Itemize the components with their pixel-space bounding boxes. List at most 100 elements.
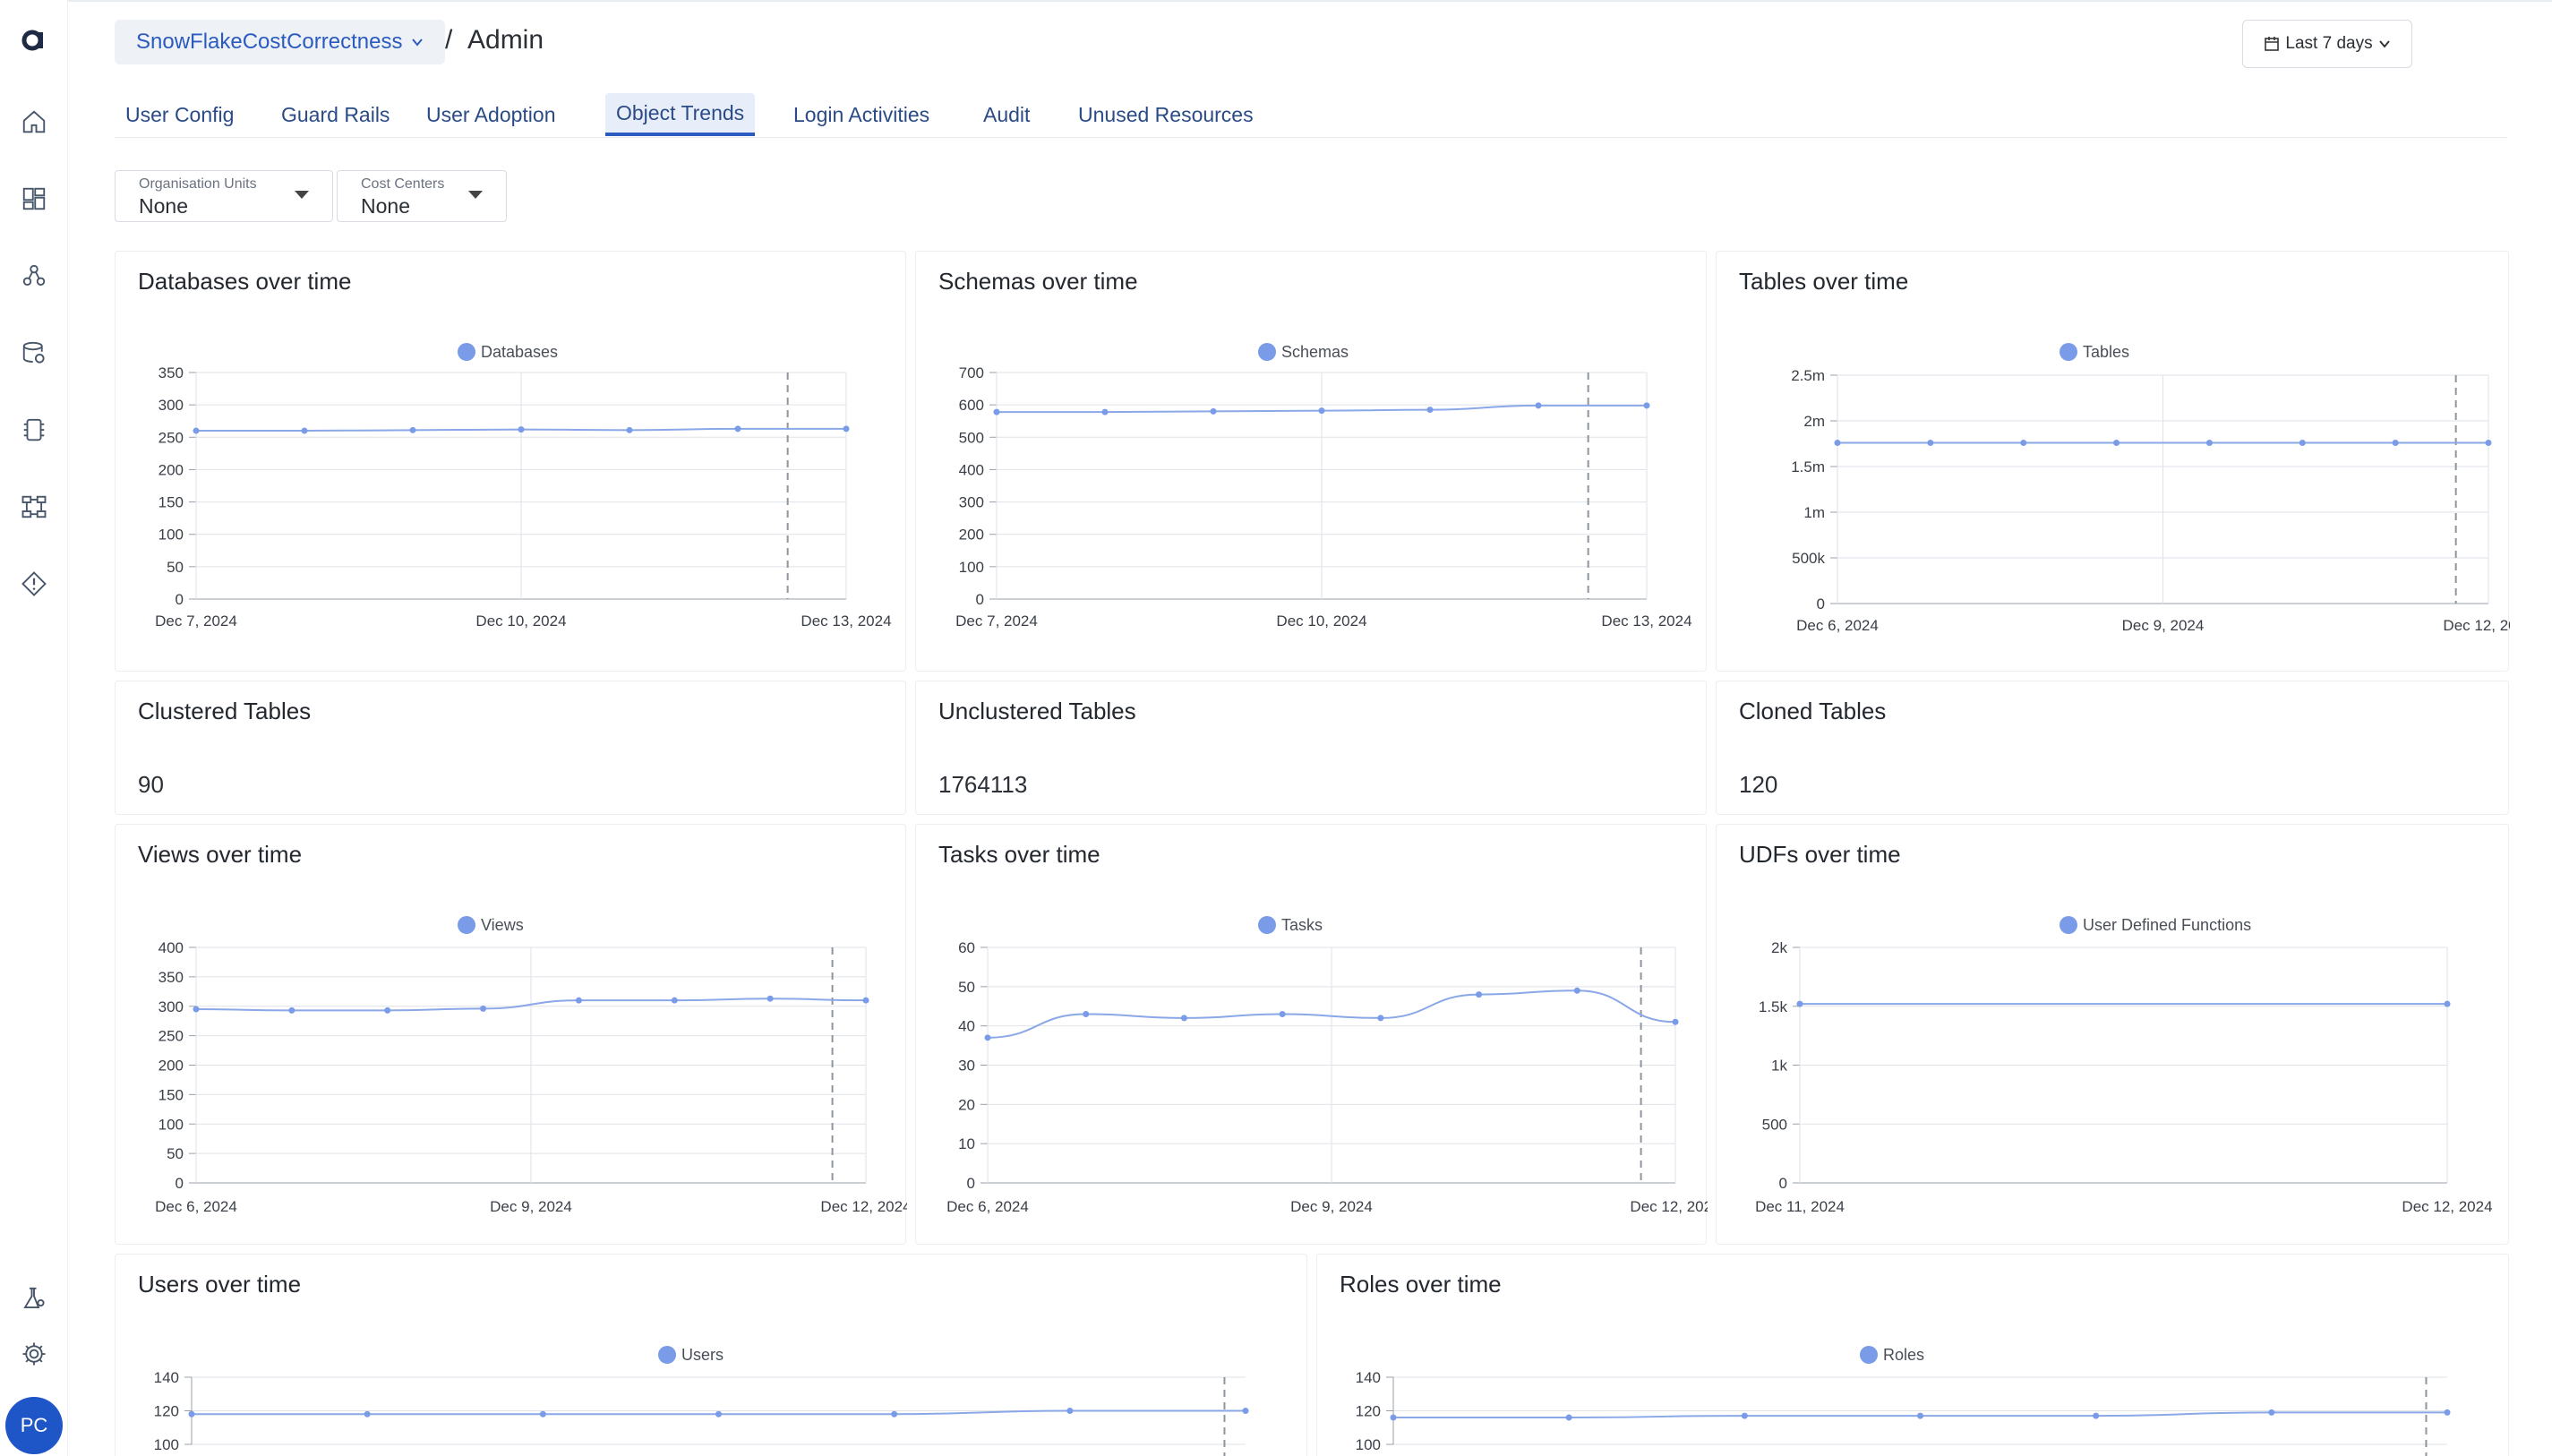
data-point — [1180, 1015, 1187, 1022]
gear-icon — [22, 1342, 46, 1366]
tab-guard-rails[interactable]: Guard Rails — [281, 102, 390, 126]
sidebar-dashboards[interactable] — [20, 184, 48, 213]
y-tick-label: 400 — [158, 939, 184, 956]
y-tick-label: 200 — [158, 461, 184, 478]
data-point — [984, 1034, 991, 1041]
legend-label: Views — [481, 916, 524, 934]
y-tick-label: 100 — [158, 1116, 184, 1133]
data-point — [1476, 991, 1483, 998]
stat-title: Clustered Tables — [138, 698, 312, 724]
y-tick-label: 0 — [176, 591, 184, 608]
data-point — [193, 427, 200, 434]
y-tick-label: 300 — [158, 397, 184, 414]
chevron-down-icon — [2378, 40, 2390, 48]
sidebar-databases[interactable] — [20, 338, 48, 367]
data-point — [1535, 402, 1542, 409]
y-tick-label: 120 — [154, 1403, 179, 1420]
legend-label: Schemas — [1281, 343, 1349, 361]
x-tick-label: Dec 7, 2024 — [955, 612, 1038, 630]
tab-user-config[interactable]: User Config — [125, 102, 235, 126]
legend-swatch — [1258, 916, 1276, 934]
data-point — [2113, 439, 2120, 446]
databases-chart-card: Databases over time Databases 0 50 100 150 20… — [115, 251, 906, 672]
legend-swatch — [458, 343, 475, 361]
data-point — [1210, 407, 1217, 415]
x-tick-label: Dec 6, 2024 — [946, 1198, 1029, 1215]
sidebar-lab[interactable] — [20, 1284, 48, 1313]
data-point — [2020, 439, 2027, 446]
y-tick-label: 300 — [158, 998, 184, 1015]
sidebar-settings[interactable] — [20, 1340, 48, 1368]
data-point — [1426, 407, 1434, 414]
data-point — [1796, 1000, 1803, 1007]
data-point — [539, 1410, 546, 1417]
y-tick-label: 400 — [959, 461, 984, 478]
x-tick-label: Dec 10, 2024 — [475, 612, 566, 630]
sidebar-lineage[interactable] — [20, 261, 48, 290]
y-tick-label: 1k — [1771, 1058, 1787, 1075]
data-point — [2392, 439, 2399, 446]
tasks-chart-card: Tasks over time Tasks 0 10 20 30 40 50 60 Dec 6,… — [915, 824, 1708, 1245]
data-point — [1083, 1011, 1090, 1018]
org-units-label: Organisation Units — [139, 176, 257, 192]
tab-object-trends[interactable]: Object Trends — [605, 93, 756, 136]
data-point — [1565, 1414, 1572, 1421]
y-tick-label: 100 — [158, 527, 184, 544]
data-point — [715, 1410, 722, 1417]
calendar-icon — [2265, 37, 2280, 51]
y-tick-label: 200 — [158, 1058, 184, 1075]
y-tick-label: 120 — [1356, 1403, 1381, 1420]
data-point — [2444, 1409, 2451, 1416]
data-point — [993, 408, 1000, 415]
cost-centers-select[interactable]: Cost Centers None — [337, 170, 507, 222]
user-avatar[interactable]: PC — [5, 1397, 63, 1454]
app-logo[interactable] — [18, 23, 50, 56]
workflow-icon — [21, 495, 47, 518]
y-tick-label: 1m — [1803, 504, 1825, 521]
tab-unused-resources[interactable]: Unused Resources — [1078, 102, 1254, 126]
y-tick-label: 50 — [958, 979, 975, 996]
workspace-selector[interactable]: SnowFlakeCostCorrectness — [115, 20, 446, 64]
sidebar-workflows[interactable] — [20, 492, 48, 521]
sidebar-alerts[interactable] — [20, 570, 48, 598]
tab-audit[interactable]: Audit — [983, 102, 1031, 126]
data-point — [734, 425, 741, 433]
y-tick-label: 50 — [167, 1145, 184, 1162]
chip-icon — [23, 418, 45, 441]
unclustered-tables-card: Unclustered Tables 1764113 — [915, 681, 1707, 815]
sidebar-home[interactable] — [20, 107, 48, 136]
data-point — [1573, 987, 1580, 994]
sidebar-compute[interactable] — [20, 415, 48, 444]
lab-flask-icon — [23, 1287, 45, 1308]
y-tick-label: 250 — [158, 1028, 184, 1045]
org-units-select[interactable]: Organisation Units None — [115, 170, 333, 222]
y-tick-label: 40 — [958, 1018, 975, 1035]
data-point — [1643, 402, 1650, 409]
legend-label: Tables — [2083, 343, 2129, 361]
legend-label: Users — [681, 1346, 724, 1364]
data-point — [1318, 407, 1325, 415]
tables-chart-card: Tables over time Tables 0 500k 1m 1.5m 2m 2.5m… — [1716, 251, 2510, 672]
cost-centers-label: Cost Centers — [361, 176, 445, 192]
udfs-chart: User Defined Functions 0 500 1k 1.5k 2k Dec 11… — [1755, 916, 2493, 1215]
x-tick-label: Dec 9, 2024 — [2122, 617, 2205, 634]
chart-title: Schemas over time — [938, 268, 1138, 295]
y-tick-label: 700 — [959, 364, 984, 381]
date-range-label: Last 7 days — [2285, 34, 2373, 53]
stat-value: 90 — [138, 771, 164, 798]
diamond-alert-icon — [21, 571, 47, 596]
data-point — [409, 426, 416, 433]
date-range-button[interactable]: Last 7 days — [2242, 20, 2412, 68]
y-tick-label: 0 — [176, 1175, 184, 1192]
chart-title: UDFs over time — [1739, 841, 1901, 868]
data-point — [2444, 1000, 2451, 1007]
stat-value: 1764113 — [938, 771, 1028, 798]
legend-swatch — [1860, 1346, 1878, 1364]
x-tick-label: Dec 7, 2024 — [155, 612, 237, 630]
tab-login-activities[interactable]: Login Activities — [793, 102, 930, 126]
dashboard-icon — [22, 187, 46, 210]
tab-user-adoption[interactable]: User Adoption — [426, 102, 556, 126]
views-chart: Views 0 50 100 150 200 250 300 350 400 Dec 6, 2024… — [155, 916, 907, 1215]
data-point — [193, 1006, 200, 1013]
y-tick-label: 100 — [154, 1436, 179, 1453]
